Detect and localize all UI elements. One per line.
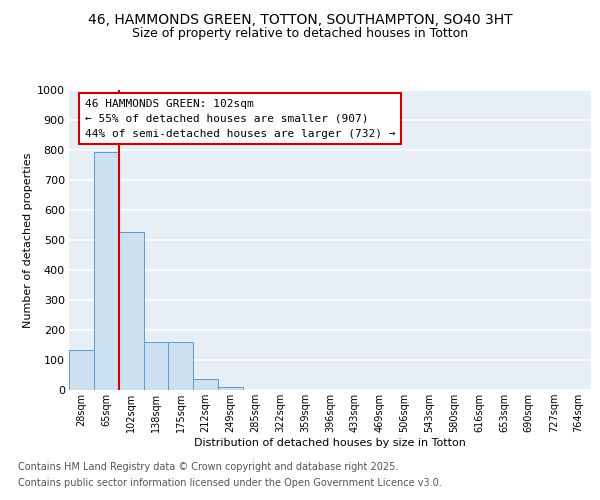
Bar	[143, 342, 169, 390]
Text: 46, HAMMONDS GREEN, TOTTON, SOUTHAMPTON, SO40 3HT: 46, HAMMONDS GREEN, TOTTON, SOUTHAMPTON,…	[88, 12, 512, 26]
Y-axis label: Number of detached properties: Number of detached properties	[23, 152, 32, 328]
Text: Size of property relative to detached houses in Totton: Size of property relative to detached ho…	[132, 28, 468, 40]
Text: Contains public sector information licensed under the Open Government Licence v3: Contains public sector information licen…	[18, 478, 442, 488]
Bar	[94, 152, 119, 390]
Text: 46 HAMMONDS GREEN: 102sqm
← 55% of detached houses are smaller (907)
44% of semi: 46 HAMMONDS GREEN: 102sqm ← 55% of detac…	[85, 99, 395, 138]
Bar	[69, 350, 94, 390]
Text: Contains HM Land Registry data © Crown copyright and database right 2025.: Contains HM Land Registry data © Crown c…	[18, 462, 398, 472]
Bar	[169, 342, 193, 390]
Bar	[193, 378, 218, 390]
Bar	[218, 387, 243, 390]
Bar	[119, 232, 143, 390]
X-axis label: Distribution of detached houses by size in Totton: Distribution of detached houses by size …	[194, 438, 466, 448]
